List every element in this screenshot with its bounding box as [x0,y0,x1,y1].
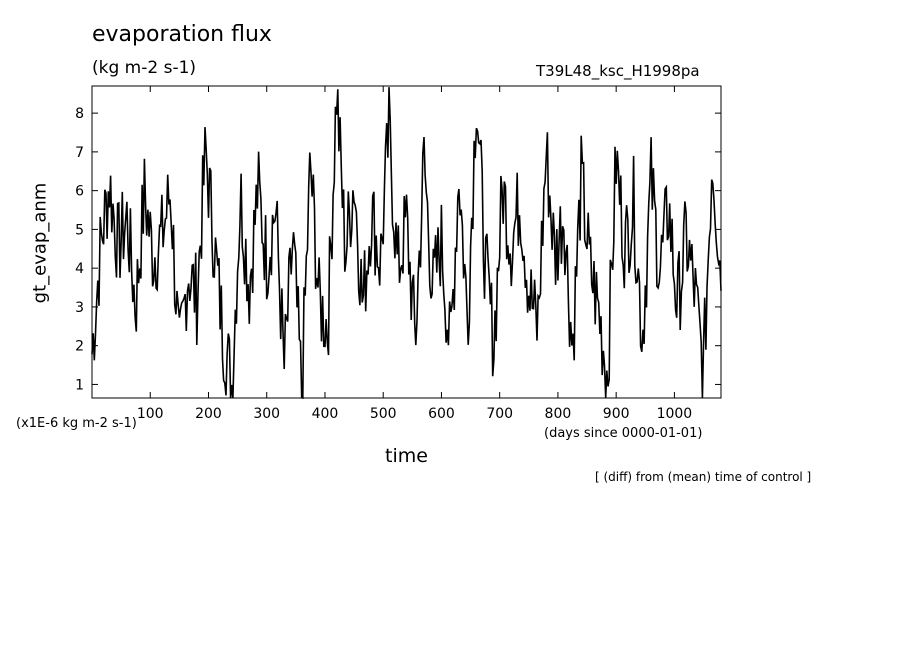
y-tick-label: 5 [75,222,84,238]
y-scale-label: (x1E-6 kg m-2 s-1) [16,416,137,431]
x-axis: 100 200 300 400 500 600 700 800 900 1000 [137,86,692,422]
x-tick-label: 300 [253,406,280,422]
x-tick-label: 800 [545,406,572,422]
x-tick-label: 200 [195,406,222,422]
x-units-label: (days since 0000-01-01) [544,426,703,441]
x-tick-label: 700 [486,406,513,422]
x-axis-label: time [385,445,428,467]
plot-frame [91,85,722,399]
x-tick-label: 100 [137,406,164,422]
x-tick-label: 500 [370,406,397,422]
chart-run-label: T39L48_ksc_H1998pa [536,62,700,80]
y-axis: 1 2 3 4 5 6 7 8 [75,106,721,393]
x-tick-label: 1000 [657,406,693,422]
x-tick-label: 600 [428,406,455,422]
y-tick-label: 7 [75,145,84,161]
series-layer [91,87,722,400]
y-tick-label: 1 [75,377,84,393]
y-tick-label: 2 [75,339,84,355]
series-line [91,87,722,400]
y-tick-label: 3 [75,300,84,316]
y-tick-label: 8 [75,106,84,122]
x-tick-label: 900 [603,406,630,422]
x-tick-label: 400 [312,406,339,422]
y-tick-label: 6 [75,184,84,200]
y-tick-label: 4 [75,261,84,277]
chart-units-label: (kg m-2 s-1) [92,58,197,78]
chart-title: evaporation flux [92,22,272,47]
chart-note: [ (diff) from (mean) time of control ] [595,470,812,484]
